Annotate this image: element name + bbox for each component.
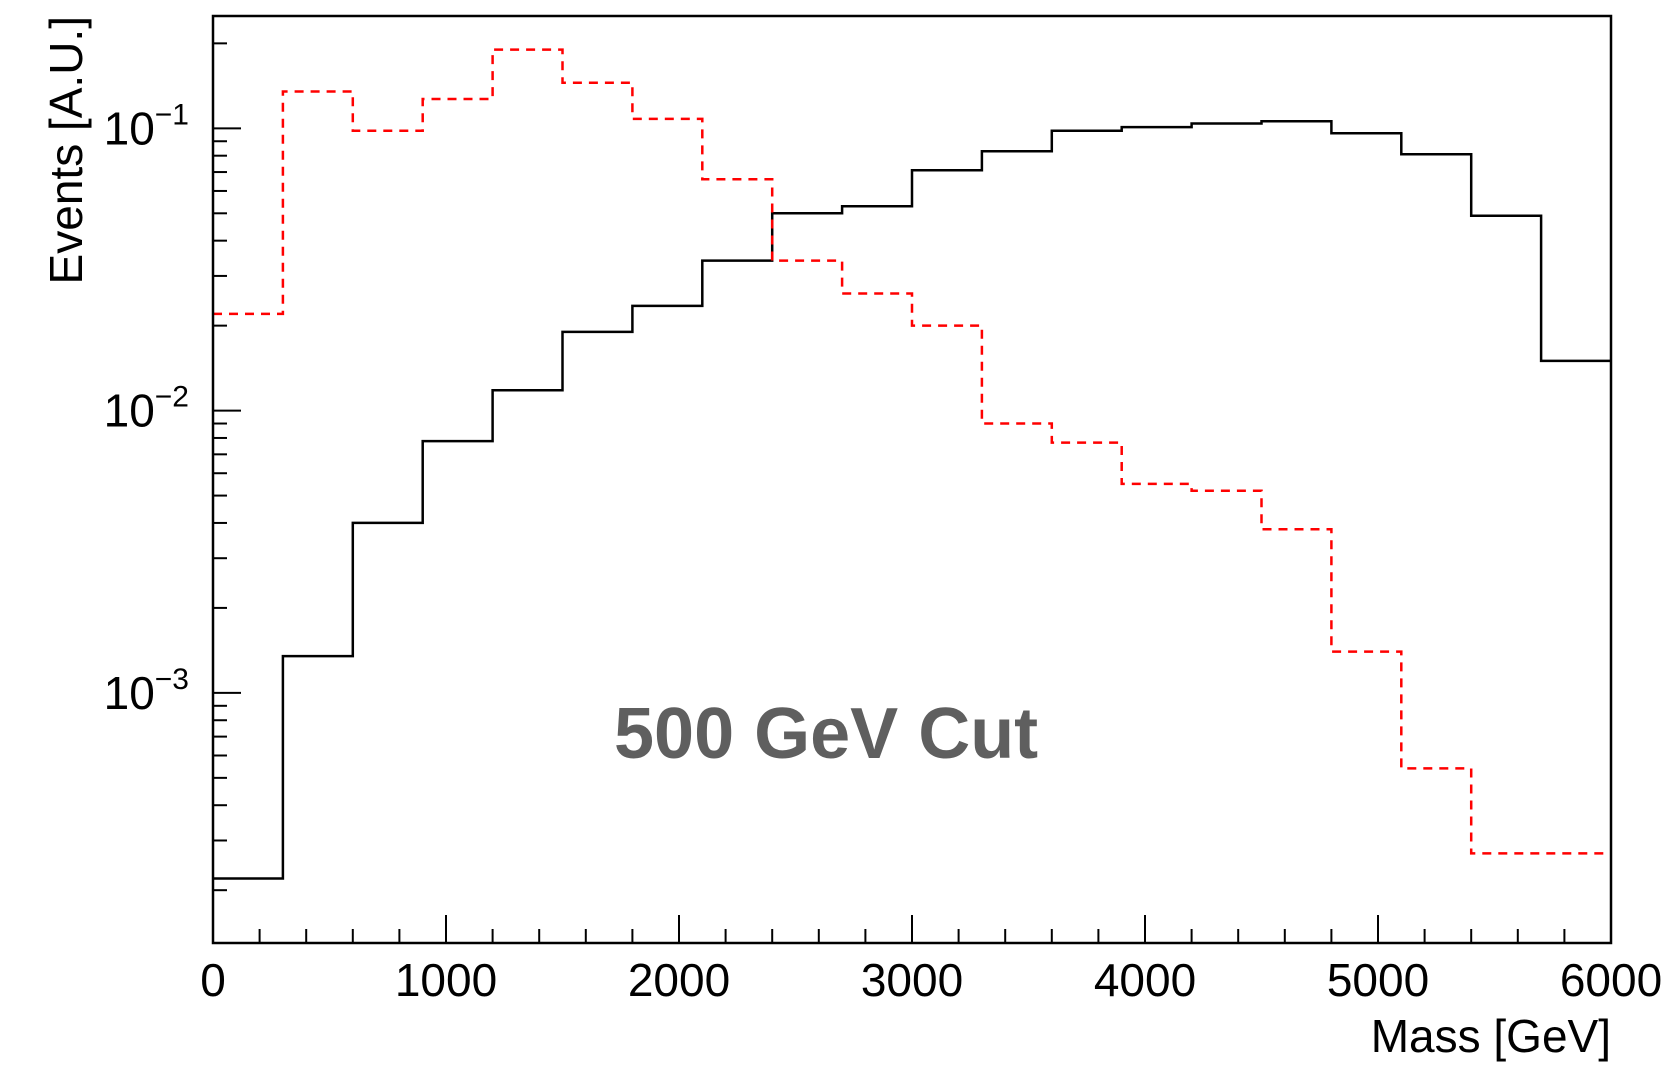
x-tick-label: 1000 bbox=[395, 954, 497, 1006]
histogram-series-2 bbox=[213, 48, 1611, 855]
x-axis-title: Mass [GeV] bbox=[1371, 1010, 1611, 1062]
x-tick-label: 0 bbox=[200, 954, 226, 1006]
tick-labels-layer: 0 1000 2000 3000 4000 5000 6000 10−3 10−2 10−1 bbox=[104, 98, 1663, 1006]
axis-ticks-layer bbox=[212, 42, 1612, 943]
annotation-text: 500 GeV Cut bbox=[614, 694, 1038, 774]
y-tick-label: 10−2 bbox=[104, 381, 189, 437]
y-axis-title: Events [A.U.] bbox=[40, 16, 92, 284]
x-tick-label: 4000 bbox=[1094, 954, 1196, 1006]
x-tick-label: 3000 bbox=[861, 954, 963, 1006]
plot-frame bbox=[211, 14, 1613, 945]
series-layer bbox=[213, 48, 1611, 880]
x-tick-label: 5000 bbox=[1327, 954, 1429, 1006]
x-tick-label: 2000 bbox=[628, 954, 730, 1006]
histogram-series-1 bbox=[213, 119, 1611, 880]
y-tick-label: 10−3 bbox=[104, 663, 189, 719]
y-tick-label: 10−1 bbox=[104, 98, 189, 154]
x-tick-label: 6000 bbox=[1560, 954, 1662, 1006]
